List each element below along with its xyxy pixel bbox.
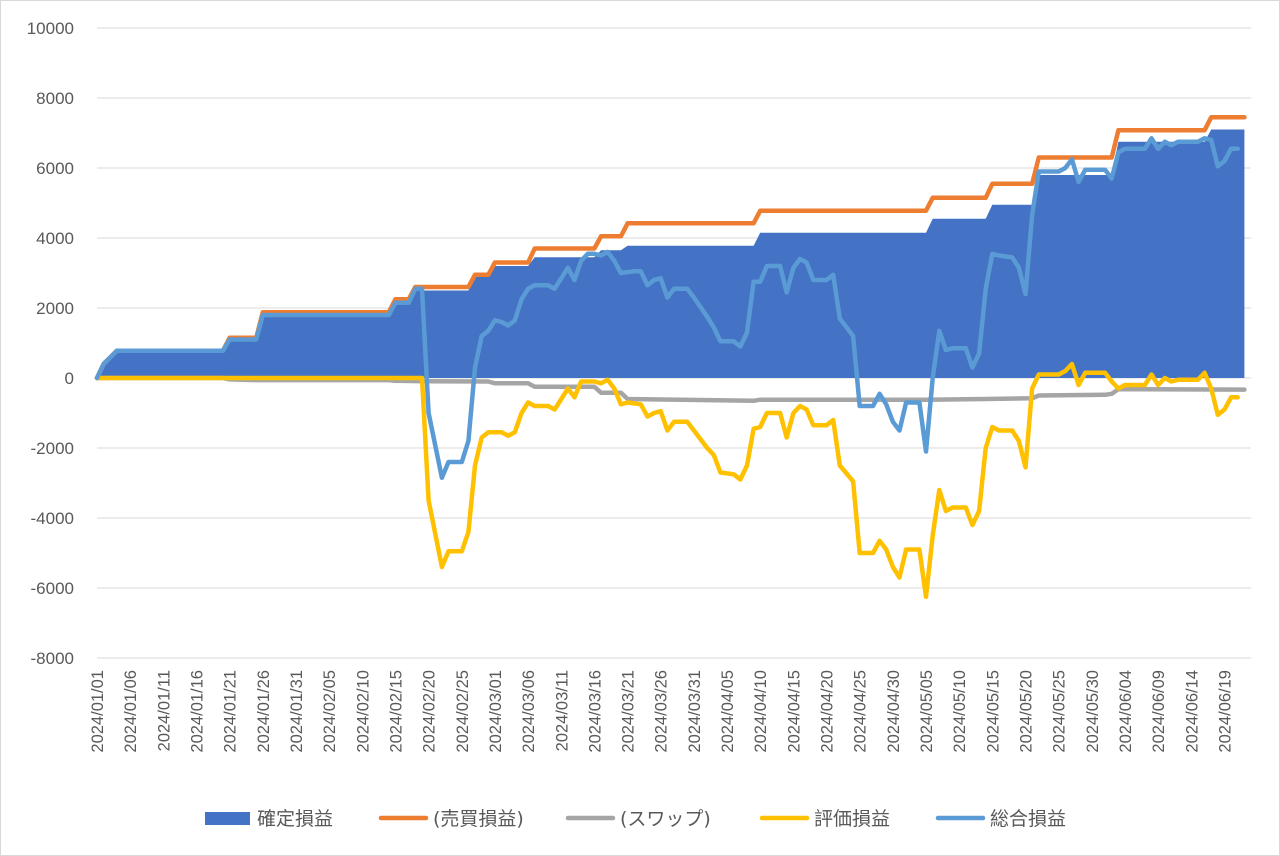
series-line-3 xyxy=(94,361,1240,600)
x-tick-label: 2024/01/16 xyxy=(188,670,206,753)
y-tick-label: -6000 xyxy=(31,579,74,598)
y-tick-label: 4000 xyxy=(36,229,74,248)
x-tick-label: 2024/05/15 xyxy=(984,670,1002,753)
x-tick-label: 2024/06/19 xyxy=(1216,670,1234,753)
y-tick-label: 2000 xyxy=(36,299,74,318)
legend-swatch xyxy=(205,812,250,825)
x-tick-label: 2024/03/21 xyxy=(620,670,638,753)
x-tick-label: 2024/06/14 xyxy=(1183,670,1201,753)
x-tick-label: 2024/04/25 xyxy=(852,670,870,753)
series-line-4 xyxy=(94,136,1240,481)
y-tick-label: 0 xyxy=(65,369,74,388)
x-tick-label: 2024/02/05 xyxy=(321,670,339,753)
legend-label: (売買損益) xyxy=(433,808,524,830)
x-tick-label: 2024/01/06 xyxy=(122,670,140,753)
x-tick-label: 2024/03/16 xyxy=(586,670,604,753)
x-tick-label: 2024/05/10 xyxy=(951,670,969,753)
y-tick-label: 10000 xyxy=(27,19,74,38)
x-tick-label: 2024/01/11 xyxy=(155,670,173,751)
x-tick-label: 2024/02/25 xyxy=(454,670,472,753)
x-tick-label: 2024/05/25 xyxy=(1051,670,1069,753)
x-tick-label: 2024/01/21 xyxy=(222,670,240,753)
plot-area xyxy=(94,115,1247,600)
x-tick-label: 2024/06/09 xyxy=(1150,670,1168,753)
x-tick-label: 2024/05/20 xyxy=(1018,670,1036,753)
x-tick-label: 2024/06/04 xyxy=(1117,670,1135,753)
y-tick-label: 8000 xyxy=(36,89,74,108)
y-tick-label: -2000 xyxy=(31,439,74,458)
x-tick-label: 2024/04/10 xyxy=(752,670,770,753)
x-tick-label: 2024/03/11 xyxy=(553,670,571,751)
legend: 確定損益 (売買損益) (スワップ) 評価損益 総合損益 xyxy=(205,808,1066,830)
x-tick-label: 2024/01/26 xyxy=(255,670,273,753)
x-tick-label: 2024/03/31 xyxy=(686,670,704,753)
x-axis: 2024/01/01 2024/01/06 2024/01/11 2024/01/16… xyxy=(89,670,1234,753)
x-tick-label: 2024/05/30 xyxy=(1084,670,1102,753)
x-tick-label: 2024/04/15 xyxy=(785,670,803,753)
legend-label: 評価損益 xyxy=(814,808,890,830)
x-tick-label: 2024/04/20 xyxy=(819,670,837,753)
x-tick-label: 2024/04/30 xyxy=(885,670,903,753)
legend-label: 総合損益 xyxy=(990,808,1066,830)
x-tick-label: 2024/05/05 xyxy=(918,670,936,753)
x-tick-label: 2024/01/31 xyxy=(288,670,306,753)
y-tick-label: 6000 xyxy=(36,159,74,178)
x-tick-label: 2024/02/20 xyxy=(421,670,439,753)
x-tick-label: 2024/03/06 xyxy=(520,670,538,753)
y-tick-label: -8000 xyxy=(31,649,74,668)
y-tick-label: -4000 xyxy=(31,509,74,528)
legend-label: 確定損益 xyxy=(257,808,333,830)
x-tick-label: 2024/02/15 xyxy=(387,670,405,753)
x-tick-label: 2024/04/05 xyxy=(719,670,737,753)
y-axis: 10000 8000 6000 4000 2000 0 -2000 -4000 -6000 -80… xyxy=(27,19,74,668)
x-tick-label: 2024/02/10 xyxy=(354,670,372,753)
x-tick-label: 2024/01/01 xyxy=(89,670,107,753)
x-tick-label: 2024/03/26 xyxy=(653,670,671,753)
legend-label: (スワップ) xyxy=(620,808,711,830)
x-tick-label: 2024/03/01 xyxy=(487,670,505,753)
